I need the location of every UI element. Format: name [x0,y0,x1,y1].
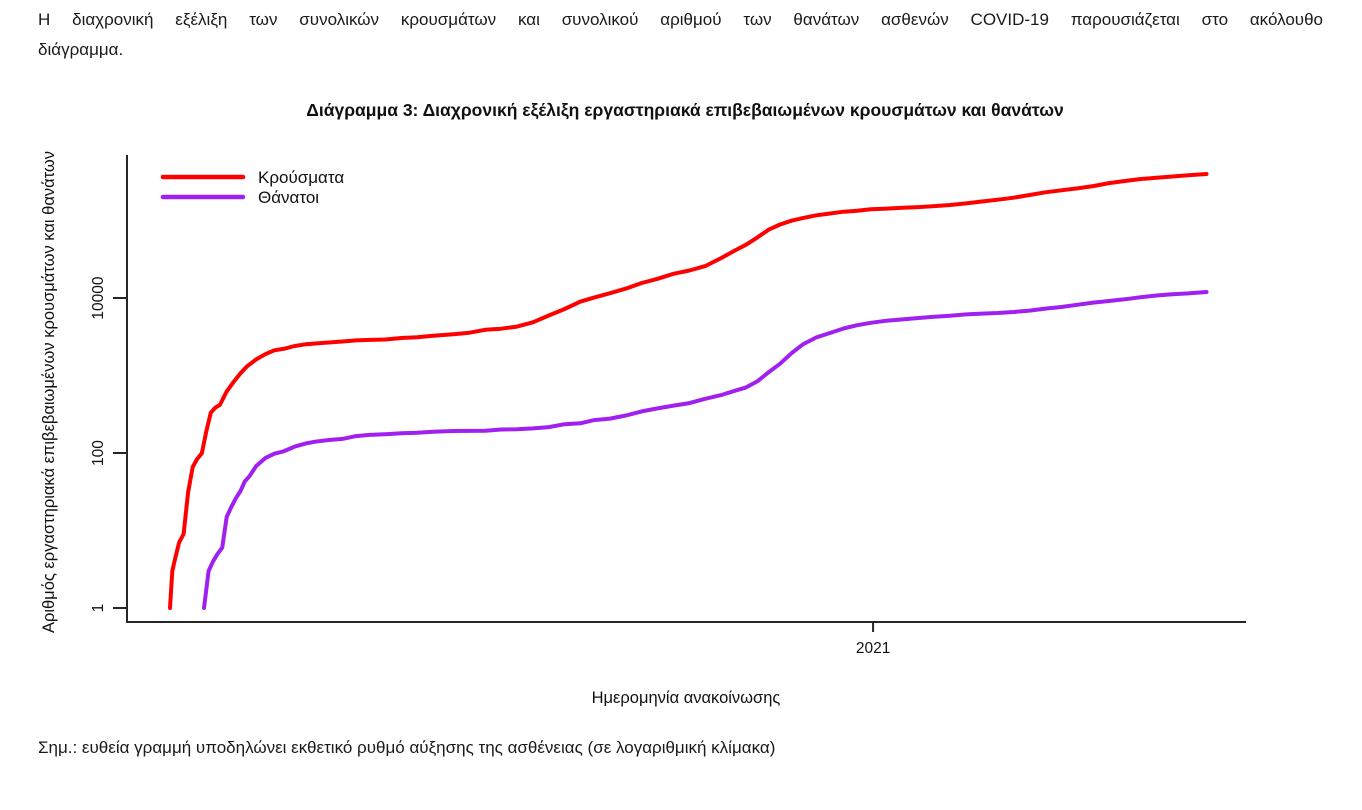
x-axis-title: Ημερομηνία ανακοίνωσης [592,689,781,707]
cases-line [168,172,1209,610]
y-axis-ticks: 1 100 10000 [90,276,127,612]
x-tick-label: 2021 [856,640,890,657]
axis-lines [126,155,1246,623]
x-axis-ticks: 2021 [856,622,890,657]
intro-paragraph: Η διαχρονική εξέλιξη των συνολικών κρουσ… [38,5,1323,65]
y-tick-label: 10000 [90,276,107,319]
legend-deaths-label: Θάνατοι [258,188,319,207]
y-tick-label: 1 [90,604,107,613]
legend: Κρούσματα Θάνατοι [160,168,344,207]
deaths-line [202,290,1209,610]
chart-title: Διάγραμμα 3: Διαχρονική εξέλιξη εργαστηρ… [306,100,1064,120]
intro-line-2: διάγραμμα. [38,40,124,59]
legend-cases-label: Κρούσματα [258,168,344,187]
y-axis-title: Αριθμός εργαστηριακά επιβεβαιωμένων κρου… [40,151,58,633]
y-tick-label: 100 [90,440,107,466]
intro-line-1: Η διαχρονική εξέλιξη των συνολικών κρουσ… [38,10,1323,29]
footnote: Σημ.: ευθεία γραμμή υποδηλώνει εκθετικό … [38,738,776,757]
